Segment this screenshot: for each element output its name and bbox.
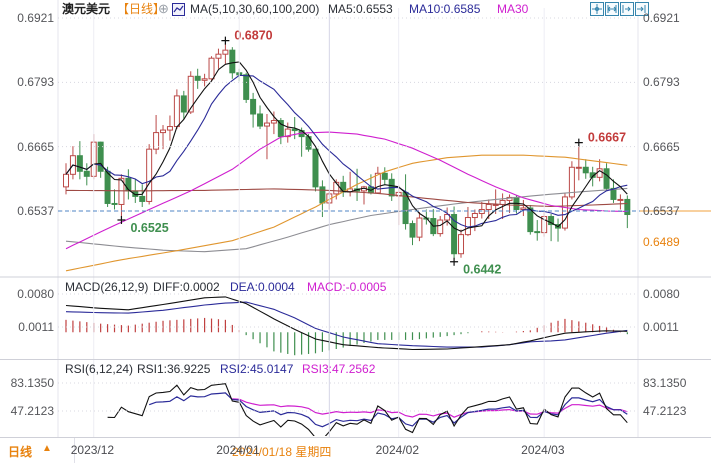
x-axis-label: 2024/01	[216, 443, 260, 457]
low-price-annotation: 0.6442	[463, 263, 501, 277]
crosshair-date-label: 2024/01/18 星期四	[228, 443, 332, 460]
period-expand-icon[interactable]: ▲	[42, 443, 52, 454]
ma10-value: MA10:0.6585	[409, 2, 481, 16]
candlestick-chart-icon	[172, 3, 185, 16]
pan-right-icon[interactable]	[620, 2, 634, 16]
add-indicator-icon[interactable]: ⊕	[158, 1, 169, 16]
crosshair-icon[interactable]	[590, 2, 604, 16]
ma5-value: MA5:0.6553	[328, 2, 393, 16]
rsi-panel	[107, 383, 628, 436]
y-axis-label: 0.6793	[17, 75, 54, 89]
rsi-name-label[interactable]: RSI(6,12,24)	[65, 362, 134, 376]
y-axis-label: 83.1350	[643, 376, 687, 390]
y-axis-label: 0.6921	[17, 11, 54, 25]
low-price-annotation: 0.6525	[130, 221, 168, 235]
y-axis-label: 0.6665	[643, 140, 680, 154]
period-selector[interactable]: 日线	[8, 445, 33, 459]
time-axis-bar: 日线 ▲ 2024/01/18 星期四 2023/12 2024/01 2024/0…	[0, 438, 711, 463]
y-axis-label: 0.6665	[17, 140, 54, 154]
y-axis-label: 0.0011	[643, 320, 679, 334]
macd-panel	[65, 296, 628, 356]
zoom-range-icon[interactable]	[605, 2, 619, 16]
extreme-marker-icon	[450, 257, 459, 266]
y-axis-label: 0.6793	[643, 75, 680, 89]
ma30-value: MA30	[497, 2, 529, 16]
rsi1-value: RSI1:36.9225	[137, 362, 211, 376]
extreme-marker-icon	[574, 138, 583, 147]
high-price-annotation: 0.6870	[234, 29, 272, 43]
y-axis-label: 0.6921	[643, 11, 680, 25]
main-panel: 0.6870 0.6667 0.6525 0.6442	[63, 29, 631, 277]
y-axis-label: 0.0080	[17, 287, 54, 301]
extreme-marker-icon	[117, 216, 126, 225]
rsi2-value: RSI2:45.0147	[220, 362, 294, 376]
x-axis-label: 2024/02	[375, 443, 420, 457]
macd-dea-value: DEA:0.0004	[230, 280, 295, 294]
period-tag[interactable]: 【日线】	[117, 2, 166, 16]
macd-name-label[interactable]: MACD(26,12,9)	[65, 280, 149, 294]
y-axis-label: 0.0011	[18, 320, 54, 334]
x-axis-label: 2024/03	[521, 443, 565, 457]
y-axis-label: 83.1350	[10, 376, 54, 390]
y-axis-label: 0.6537	[17, 204, 54, 218]
divider	[74, 438, 75, 463]
symbol-title: 澳元美元	[62, 2, 111, 16]
y-axis-label: 47.2123	[10, 404, 54, 418]
macd-diff-value: DIFF:0.0002	[153, 280, 220, 294]
y-axis-label: 0.0080	[643, 287, 680, 301]
x-axis-label: 2023/12	[70, 443, 115, 457]
chart-toolbar	[590, 2, 649, 16]
price-line-label: 0.6537	[643, 204, 680, 218]
rsi3-value: RSI3:47.2562	[302, 362, 376, 376]
latest-price-label: 0.6489	[643, 235, 680, 249]
macd-hist-value: MACD:-0.0005	[307, 280, 387, 294]
ma-settings-label[interactable]: MA(5,10,30,60,100,200)	[190, 2, 320, 16]
y-axis-label: 47.2123	[643, 404, 687, 418]
extreme-marker-icon	[221, 36, 230, 45]
high-price-annotation: 0.6667	[588, 131, 626, 145]
go-latest-icon[interactable]	[635, 2, 649, 16]
